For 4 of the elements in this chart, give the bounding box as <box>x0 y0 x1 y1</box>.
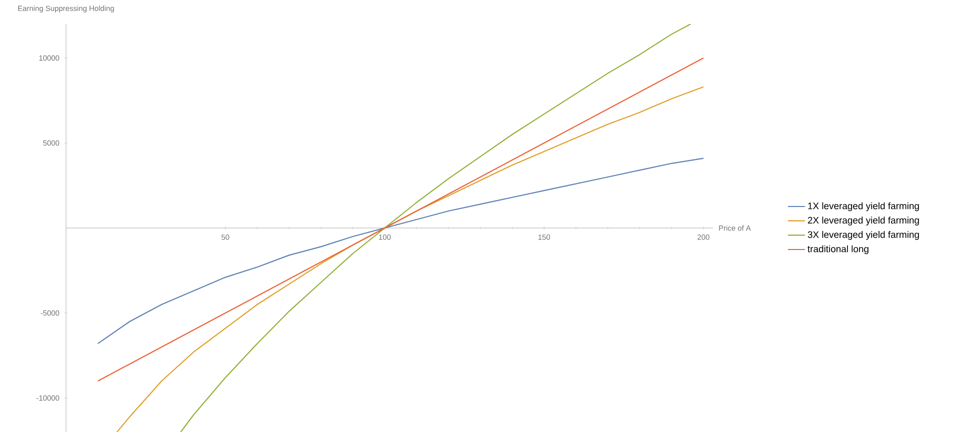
legend-label: 2X leveraged yield farming <box>808 216 919 226</box>
legend-label: 3X leveraged yield farming <box>808 230 919 240</box>
legend-label: 1X leveraged yield farming <box>808 202 919 212</box>
legend-label: traditional long <box>808 245 868 254</box>
